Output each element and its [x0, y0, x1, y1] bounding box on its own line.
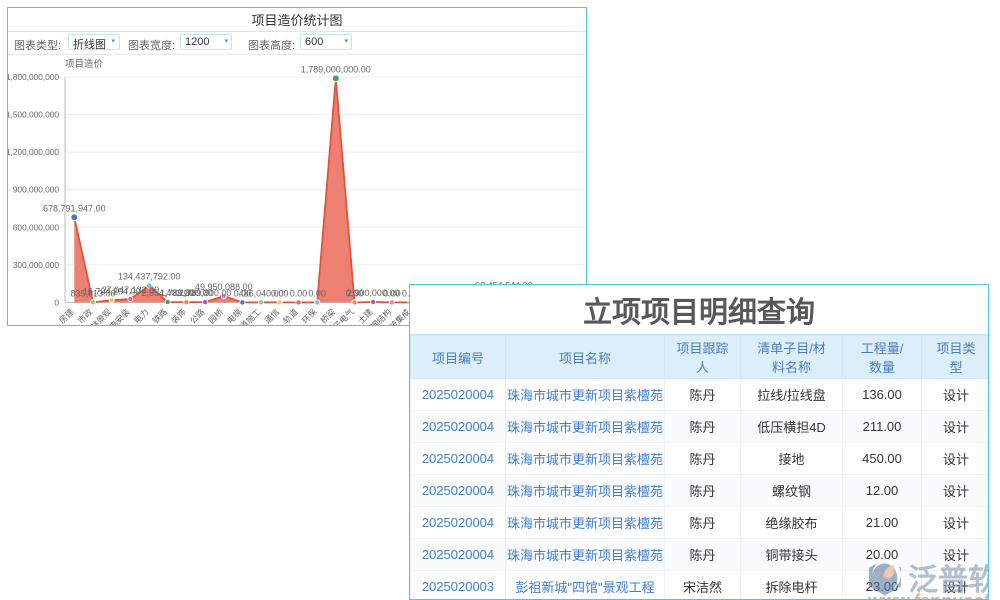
svg-text:房建: 房建: [57, 307, 76, 325]
svg-text:0.00: 0.00: [290, 288, 308, 298]
svg-text:园桥: 园桥: [206, 306, 225, 325]
svg-text:900,000,000: 900,000,000: [13, 185, 60, 195]
svg-text:600,000,000: 600,000,000: [13, 222, 60, 232]
svg-text:0: 0: [54, 297, 59, 307]
svg-text:1,789,000,000.00: 1,789,000,000.00: [301, 64, 371, 74]
svg-text:铁路: 铁路: [150, 306, 169, 325]
svg-text:电力: 电力: [132, 307, 151, 325]
svg-text:1,200,000,000: 1,200,000,000: [8, 147, 59, 157]
svg-text:0.00: 0.00: [308, 288, 326, 298]
svg-text:装饰: 装饰: [169, 307, 188, 325]
svg-text:0.00: 0.00: [271, 288, 289, 298]
svg-text:678,791,947.00: 678,791,947.00: [43, 203, 106, 213]
svg-text:环保: 环保: [300, 306, 319, 325]
svg-text:公路: 公路: [188, 306, 207, 325]
svg-text:1,800,000,000: 1,800,000,000: [8, 72, 59, 82]
svg-text:0.00: 0.00: [383, 288, 401, 298]
svg-text:轨道: 轨道: [281, 307, 300, 325]
svg-text:134,437,792.00: 134,437,792.00: [118, 272, 181, 282]
svg-text:项目造价: 项目造价: [65, 58, 104, 70]
svg-text:通信: 通信: [262, 307, 281, 325]
svg-text:1,500,000,000: 1,500,000,000: [8, 110, 59, 120]
svg-text:300,000,000: 300,000,000: [13, 260, 60, 270]
